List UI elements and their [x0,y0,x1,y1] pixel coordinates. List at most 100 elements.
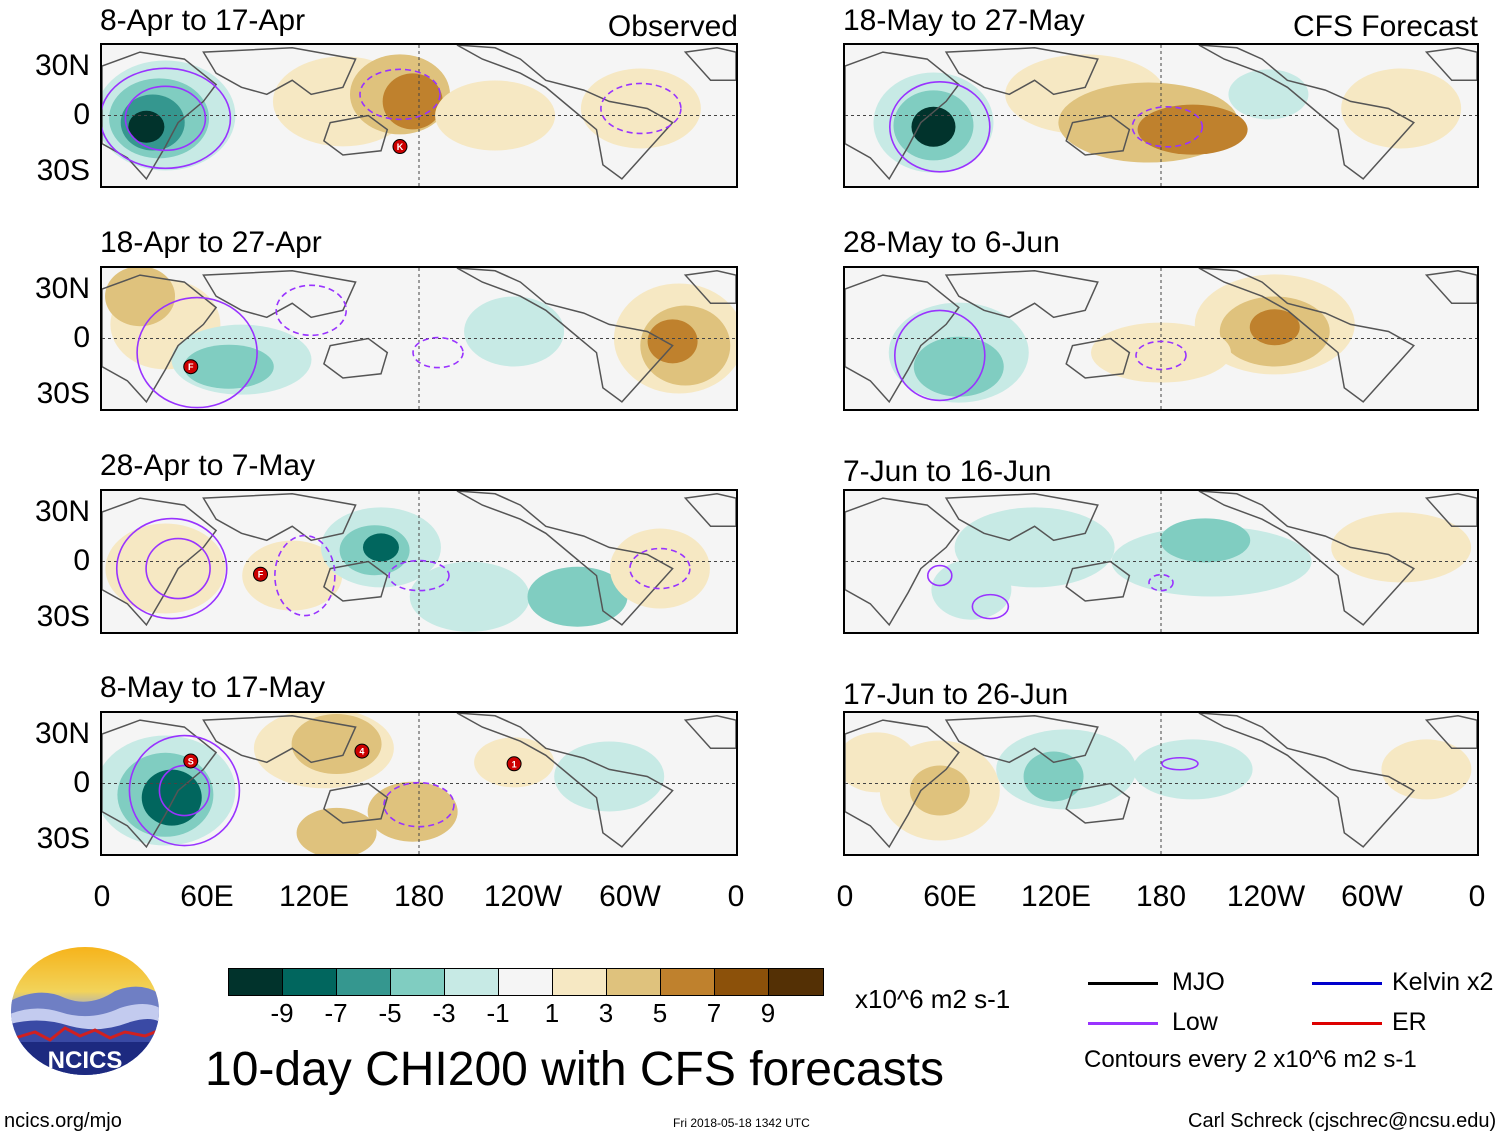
panel-title: 18-Apr to 27-Apr [100,226,322,259]
colorbar-tick: 1 [544,998,560,1028]
anomaly-region [527,566,628,627]
coastline [683,715,736,750]
anomaly-region [242,540,343,611]
anomaly-region [1228,69,1309,120]
coastline [944,270,1099,319]
lat-label: 0 [73,98,90,131]
anomaly-region [291,714,382,775]
storm-marker: S [183,753,199,769]
low-contour [145,537,211,600]
legend-kelvin-label: Kelvin x2 [1392,968,1494,996]
anomaly-region [1160,518,1251,563]
main-title: 10-day CHI200 with CFS forecasts [205,1043,944,1096]
legend-low-line [1088,1022,1158,1025]
coastline [944,493,1099,542]
map-canvas [845,713,1477,854]
lat-label: 30S [36,154,90,187]
colorbar-tick: 3 [598,998,614,1028]
low-contour [1135,340,1187,371]
lat-label: 30S [36,600,90,633]
lon-label: 60E [180,880,234,913]
map-canvas [845,491,1477,632]
colorbar-tick: -1 [486,998,510,1028]
colorbar-box [769,969,823,995]
coastline [944,47,1099,96]
colorbar-box [607,969,661,995]
low-contour [359,68,441,121]
map-forecast-4 [843,711,1479,856]
legend-kelvin-line [1312,982,1382,985]
coastline [1424,715,1477,750]
coastline [202,270,357,319]
low-contour [275,284,348,337]
anomaly-region [464,296,565,367]
coastline [202,493,357,542]
anomaly-region [913,336,1004,397]
low-contour [889,80,991,173]
colorbar-tick: 7 [706,998,722,1028]
low-contour [927,564,953,587]
coastline [102,719,218,849]
lon-label: 60E [923,880,977,913]
panel-title: 28-Apr to 7-May [100,449,316,482]
lon-label: 180 [1135,880,1187,913]
colorbar-box [283,969,337,995]
lat-label: 30N [34,49,90,82]
coastline [683,270,736,305]
map-observed-3: F [100,489,738,634]
lon-label: 120E [1020,880,1092,913]
storm-letter: F [258,570,264,580]
map-forecast-3 [843,489,1479,634]
colorbar-box [391,969,445,995]
lat-label: 30N [34,495,90,528]
low-contour [115,517,228,620]
colorbar-box [445,969,499,995]
anomaly-region [105,523,226,614]
legend-er-label: ER [1392,1008,1427,1036]
coastline [944,715,1099,764]
low-contour [412,336,464,369]
logo-text: NCICS [48,1047,123,1074]
observed-label: Observed [607,10,738,43]
lat-label: 0 [73,321,90,354]
low-contour [383,781,455,828]
map-observed-4: S 4 1 [100,711,738,856]
footer-timestamp: Fri 2018-05-18 1342 UTC [673,1116,810,1130]
coastline [1424,493,1477,528]
coastline [1198,268,1415,403]
map-canvas [845,45,1477,186]
colorbar-tick: -5 [378,998,402,1028]
legend-mjo-line [1088,982,1158,985]
forecast-label: CFS Forecast [1292,10,1478,43]
coastline [1198,45,1415,180]
lon-label: 0 [93,880,111,913]
coastline [1424,47,1477,82]
low-contour [128,734,241,847]
lat-label: 30N [34,272,90,305]
low-contour [971,593,1010,620]
coastline [1198,713,1415,848]
storm-letter: K [397,142,404,152]
storm-marker: F [183,359,199,375]
ncics-logo[interactable]: NCICS [10,946,160,1076]
low-contour [600,82,682,135]
panel-title: 8-Apr to 17-Apr [100,4,306,37]
anomaly-region [609,528,710,609]
anomaly-region [1023,751,1084,802]
storm-letter: 1 [512,759,517,769]
map-forecast-2 [843,266,1479,411]
coastline [845,497,960,627]
lat-label: 0 [73,544,90,577]
colorbar-tick: -3 [432,998,456,1028]
coastline [202,715,357,764]
lat-label: 30N [34,717,90,750]
footer-url[interactable]: ncics.org/mjo [4,1110,122,1132]
colorbar-box [337,969,391,995]
lon-label: 120W [1226,880,1306,913]
anomaly-region [911,106,956,147]
storm-marker: 4 [354,743,370,759]
low-contour [136,296,258,409]
storm-marker: F [253,566,268,582]
anomaly-region [931,559,1012,620]
map-observed-2: F [100,266,738,411]
